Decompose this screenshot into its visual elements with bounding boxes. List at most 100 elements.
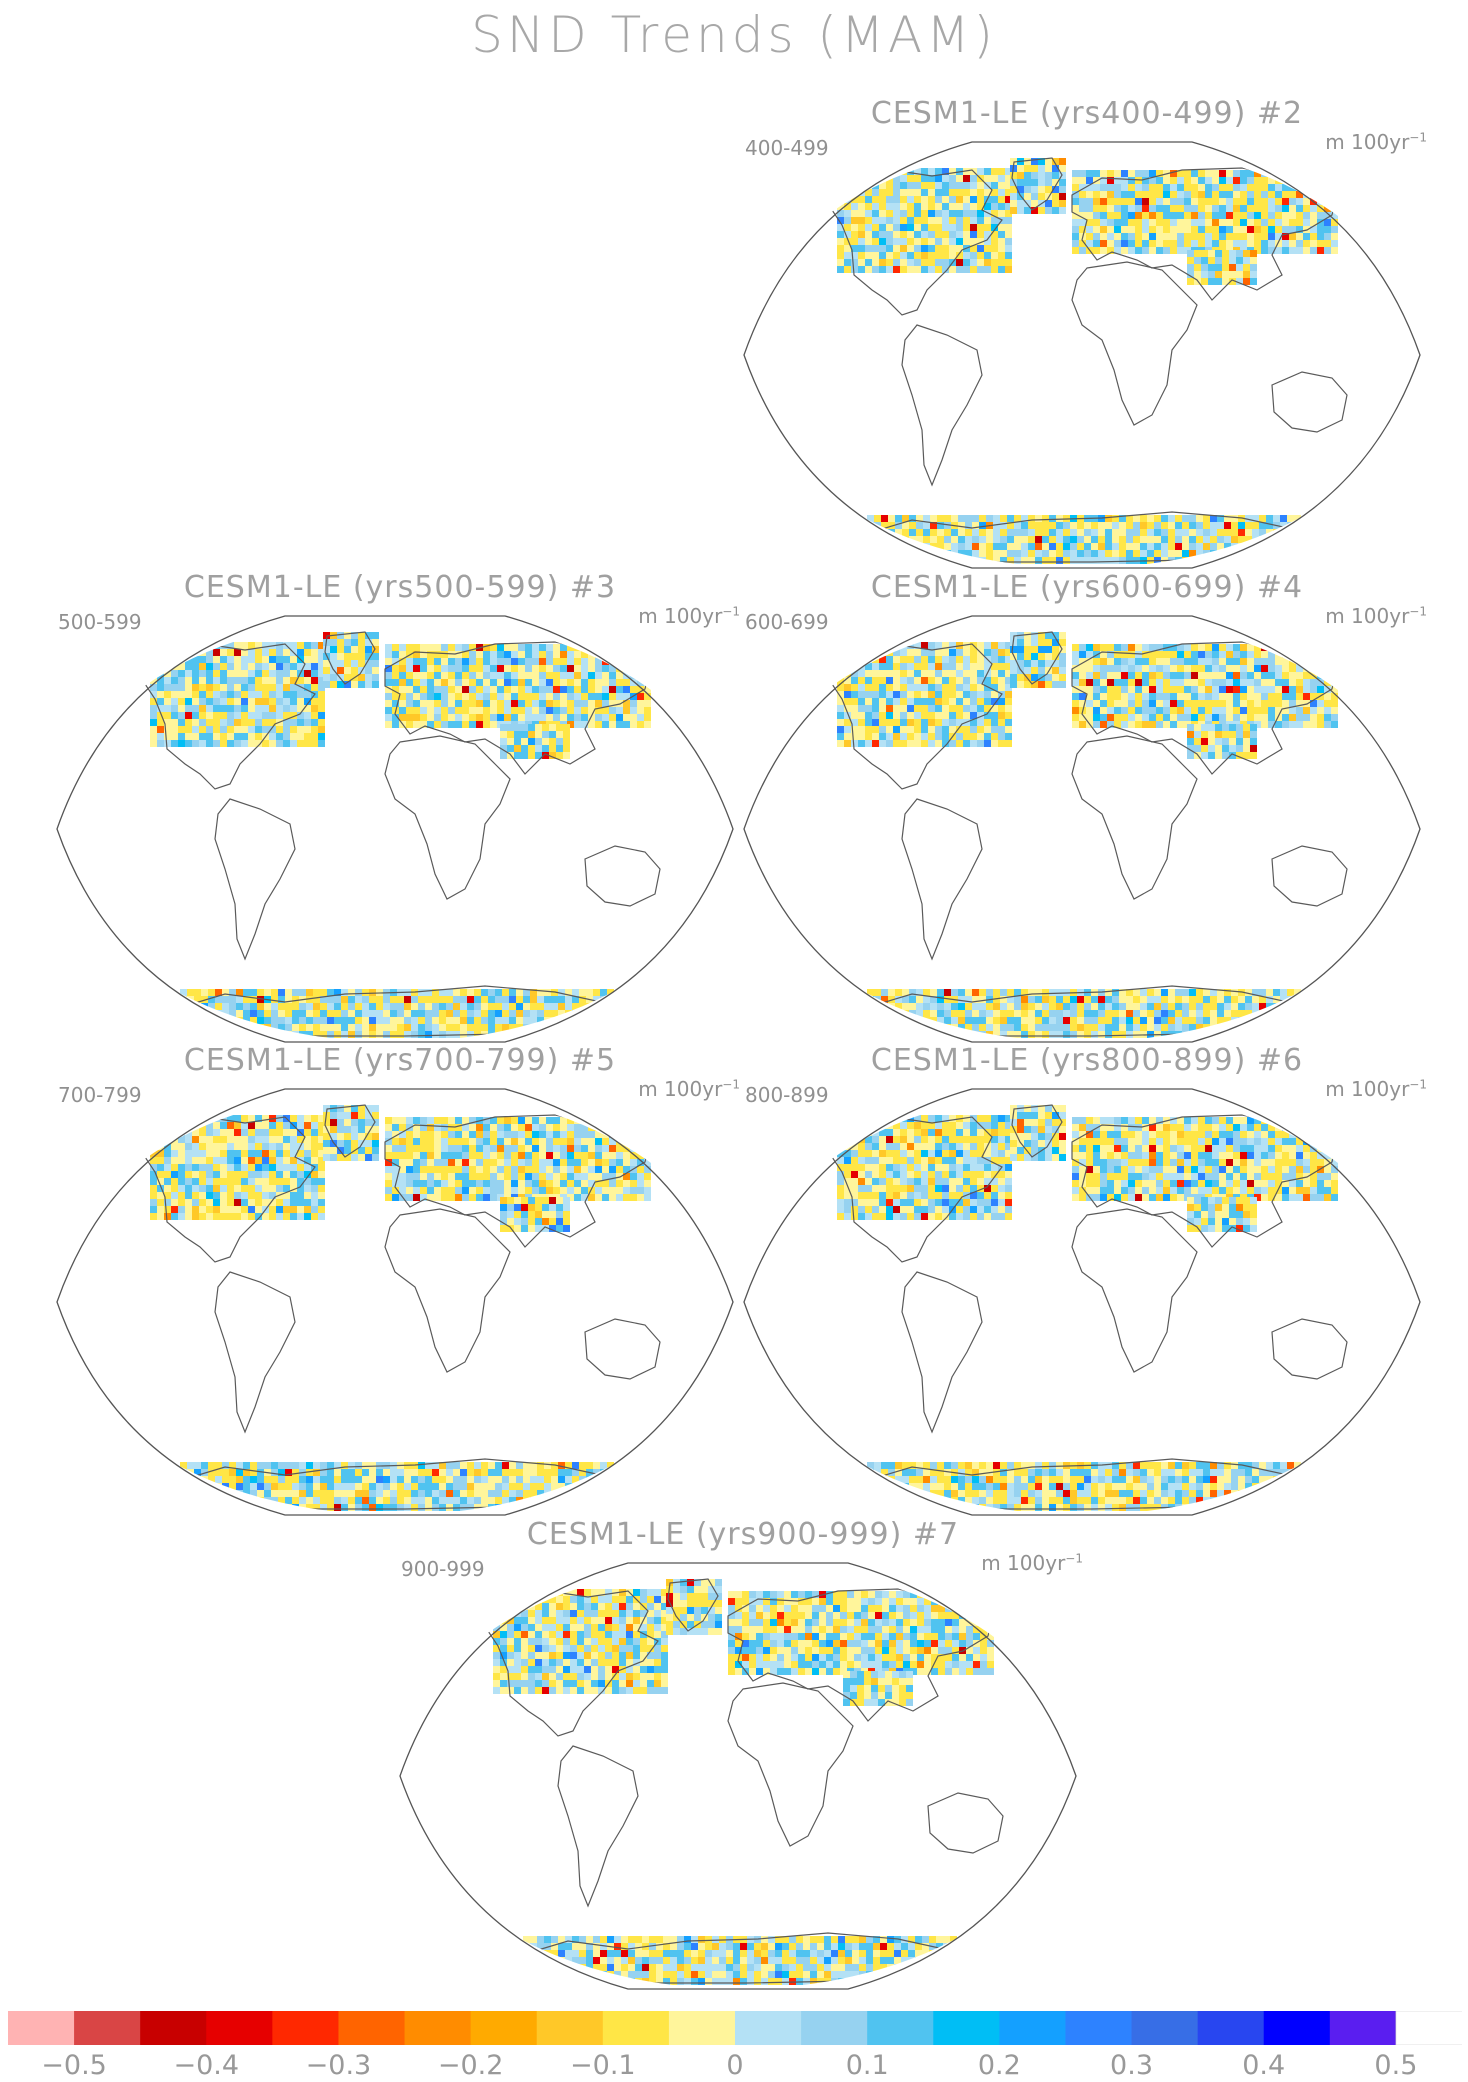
map-projection-border bbox=[399, 1562, 1077, 1990]
colorbar-tick-label: 0.4 bbox=[1242, 2050, 1286, 2081]
colorbar-swatch bbox=[1329, 2011, 1397, 2045]
coastline-greenland bbox=[1011, 631, 1063, 685]
coastline-northAmerica bbox=[144, 643, 316, 790]
colorbar bbox=[8, 2011, 1462, 2045]
map-projection-border bbox=[56, 615, 734, 1043]
panel-period-label: 400-499 bbox=[745, 136, 829, 160]
coastline-africa bbox=[1071, 261, 1198, 426]
coastline-australia bbox=[1271, 1318, 1348, 1380]
colorbar-swatch bbox=[206, 2011, 273, 2045]
world-map bbox=[743, 141, 1421, 569]
coastline-greenland bbox=[324, 1104, 376, 1158]
colorbar-swatch bbox=[404, 2011, 472, 2045]
colorbar-swatch bbox=[933, 2011, 1000, 2045]
panel-units-label: m 100yr−1 bbox=[981, 1551, 1083, 1575]
units-text: m 100yr bbox=[638, 604, 723, 628]
coastline-antarctica bbox=[860, 511, 1299, 563]
coastline-antarctica bbox=[860, 985, 1299, 1037]
colorbar-tick-label: 0.2 bbox=[977, 2050, 1021, 2081]
panel-title: CESM1-LE (yrs800-899) #6 bbox=[870, 1043, 1304, 1078]
trend-cells bbox=[150, 1105, 651, 1511]
trend-cells bbox=[150, 632, 651, 1038]
figure-title: SND Trends (MAM) bbox=[471, 6, 997, 64]
coastline-australia bbox=[1271, 845, 1348, 907]
units-text: m 100yr bbox=[1325, 1077, 1410, 1101]
coastline-africa bbox=[384, 1208, 511, 1373]
colorbar-swatch bbox=[735, 2011, 802, 2045]
units-exponent: −1 bbox=[1065, 1551, 1083, 1566]
map-panel-p4: CESM1-LE (yrs600-699) #4 600-699 m 100yr−1 bbox=[742, 570, 1432, 1043]
colorbar-swatch bbox=[536, 2011, 604, 2045]
units-exponent: −1 bbox=[1409, 130, 1427, 145]
colorbar-swatch bbox=[1131, 2011, 1199, 2045]
coastline-antarctica bbox=[860, 1458, 1299, 1510]
colorbar-tick-label: −0.4 bbox=[173, 2050, 240, 2081]
colorbar-tick-label: 0.1 bbox=[845, 2050, 889, 2081]
coastline-greenland bbox=[1011, 1104, 1063, 1158]
colorbar-swatch bbox=[668, 2011, 736, 2045]
panel-title: CESM1-LE (yrs900-999) #7 bbox=[526, 1517, 960, 1552]
colorbar-swatch bbox=[74, 2011, 141, 2045]
colorbar-tick-label: −0.3 bbox=[305, 2050, 372, 2081]
units-exponent: −1 bbox=[722, 604, 740, 619]
colorbar-swatch bbox=[602, 2011, 670, 2045]
colorbar-swatch bbox=[1395, 2011, 1462, 2045]
panel-period-label: 800-899 bbox=[745, 1083, 829, 1107]
map-panel-p6: CESM1-LE (yrs800-899) #6 800-899 m 100yr−1 bbox=[742, 1043, 1432, 1516]
panel-period-label: 900-999 bbox=[401, 1557, 485, 1581]
coastline-antarctica bbox=[173, 985, 612, 1037]
coastline-europeAsia bbox=[384, 1114, 651, 1248]
coastline-northAmerica bbox=[831, 1116, 1003, 1263]
map-panel-p2: CESM1-LE (yrs400-499) #2 400-499 m 100yr−1 bbox=[742, 96, 1432, 569]
trend-cells bbox=[837, 1105, 1338, 1511]
coastline-southAmerica bbox=[901, 1271, 983, 1434]
coastline-africa bbox=[1071, 1208, 1198, 1373]
map-projection-border bbox=[743, 615, 1421, 1043]
world-map bbox=[56, 1088, 734, 1516]
map-projection-border bbox=[56, 1088, 734, 1516]
panel-period-label: 500-599 bbox=[58, 610, 142, 634]
trend-cells bbox=[837, 158, 1338, 564]
units-text: m 100yr bbox=[638, 1077, 723, 1101]
colorbar-swatch bbox=[1065, 2011, 1133, 2045]
units-exponent: −1 bbox=[722, 1077, 740, 1092]
colorbar-tick-label: 0.3 bbox=[1110, 2050, 1154, 2081]
map-panel-p5: CESM1-LE (yrs700-799) #5 700-799 m 100yr−1 bbox=[55, 1043, 745, 1516]
coastline-europeAsia bbox=[384, 641, 651, 775]
units-text: m 100yr bbox=[981, 1551, 1066, 1575]
panel-units-label: m 100yr−1 bbox=[1325, 130, 1427, 154]
colorbar-swatch bbox=[272, 2011, 339, 2045]
trend-cells bbox=[493, 1579, 994, 1985]
units-text: m 100yr bbox=[1325, 130, 1410, 154]
coastline-southAmerica bbox=[901, 798, 983, 961]
coastline-europeAsia bbox=[1071, 167, 1338, 301]
units-text: m 100yr bbox=[1325, 604, 1410, 628]
coastline-antarctica bbox=[516, 1932, 955, 1984]
units-exponent: −1 bbox=[1409, 604, 1427, 619]
colorbar-swatch bbox=[801, 2011, 868, 2045]
coastline-europeAsia bbox=[1071, 641, 1338, 775]
panel-title: CESM1-LE (yrs400-499) #2 bbox=[870, 96, 1304, 131]
coastline-greenland bbox=[1011, 157, 1063, 211]
colorbar-swatch bbox=[999, 2011, 1066, 2045]
panel-period-label: 700-799 bbox=[58, 1083, 142, 1107]
panel-title: CESM1-LE (yrs700-799) #5 bbox=[183, 1043, 617, 1078]
coastline-southAmerica bbox=[214, 798, 296, 961]
coastline-northAmerica bbox=[831, 643, 1003, 790]
coastline-northAmerica bbox=[831, 169, 1003, 316]
trend-cells bbox=[837, 632, 1338, 1038]
map-projection-border bbox=[743, 141, 1421, 569]
panel-title: CESM1-LE (yrs600-699) #4 bbox=[870, 570, 1304, 605]
coastline-australia bbox=[927, 1792, 1004, 1854]
colorbar-swatch bbox=[470, 2011, 538, 2045]
world-map bbox=[399, 1562, 1077, 1990]
colorbar-swatch bbox=[867, 2011, 934, 2045]
colorbar-swatch bbox=[8, 2011, 75, 2045]
colorbar-tick-label: 0.5 bbox=[1374, 2050, 1418, 2081]
coastline-southAmerica bbox=[901, 324, 983, 487]
world-map bbox=[743, 615, 1421, 1043]
coastline-northAmerica bbox=[144, 1116, 316, 1263]
panel-period-label: 600-699 bbox=[745, 610, 829, 634]
colorbar-tick-label: −0.2 bbox=[437, 2050, 504, 2081]
coastline-antarctica bbox=[173, 1458, 612, 1510]
